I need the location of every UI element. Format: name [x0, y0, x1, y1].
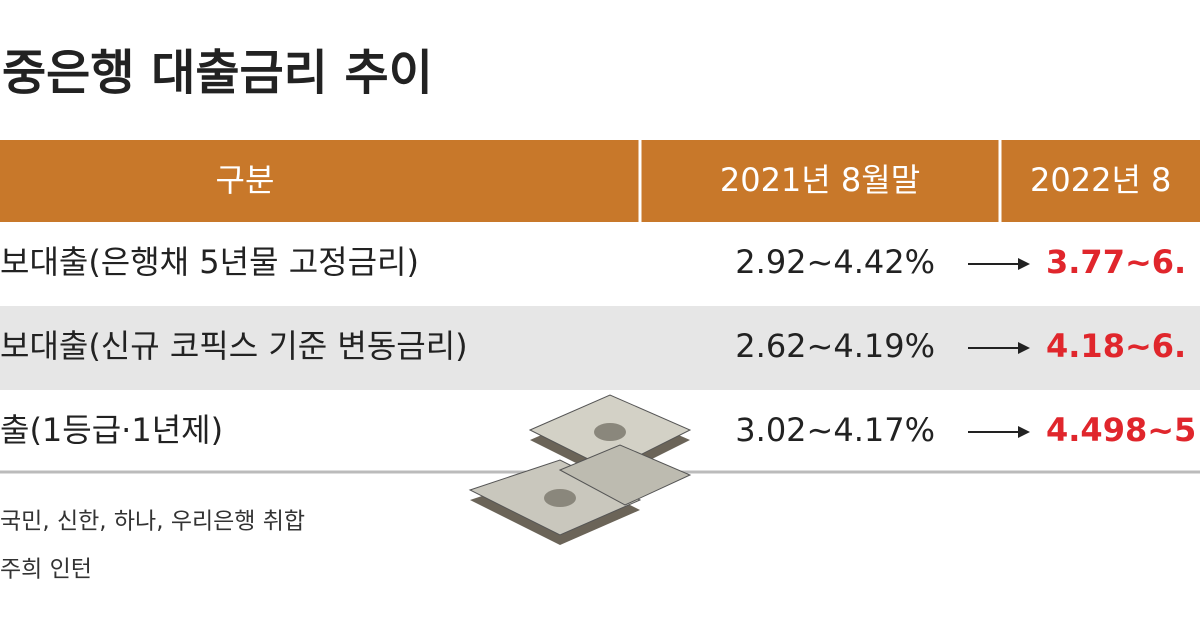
- column-header: 2021년 8월말: [720, 161, 920, 199]
- row-label: 출(1등급·1년제): [0, 411, 223, 449]
- rate-2021: 2.92~4.42%: [735, 243, 935, 281]
- arrow-head: [1018, 258, 1030, 270]
- rate-2021: 3.02~4.17%: [735, 411, 935, 449]
- footnote: 국민, 신한, 하나, 우리은행 취합: [0, 509, 305, 535]
- column-header: 2022년 8: [1030, 161, 1171, 199]
- footnote: 주희 인턴: [0, 557, 92, 583]
- money-icon: [468, 394, 692, 545]
- column-header: 구분: [216, 161, 275, 199]
- header-bar: [0, 140, 1200, 222]
- title: 중은행 대출금리 추이: [2, 45, 433, 101]
- rate-2022: 4.498~5: [1046, 411, 1196, 449]
- rate-2022: 3.77~6.: [1046, 243, 1186, 281]
- rate-2021: 2.62~4.19%: [735, 327, 935, 365]
- row-label: 보대출(은행채 5년물 고정금리): [0, 243, 419, 281]
- rate-2022: 4.18~6.: [1046, 327, 1186, 365]
- row-label: 보대출(신규 코픽스 기준 변동금리): [0, 327, 468, 365]
- arrow-head: [1018, 342, 1030, 354]
- arrow-head: [1018, 426, 1030, 438]
